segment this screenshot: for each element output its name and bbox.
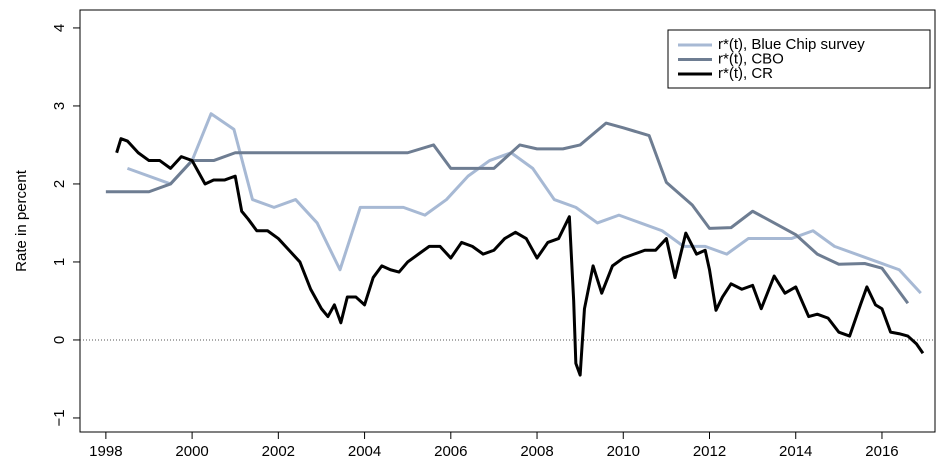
series-line: [126, 112, 922, 295]
x-tick-label: 2000: [175, 443, 208, 460]
y-axis-label: Rate in percent: [13, 169, 30, 272]
legend-label: r*(t), CR: [718, 65, 773, 82]
legend-label: r*(t), Blue Chip survey: [718, 36, 865, 53]
x-tick-label: 2008: [520, 443, 553, 460]
x-tick-label: 2014: [779, 443, 812, 460]
plot-frame: [79, 9, 936, 433]
x-tick-label: 2016: [865, 443, 898, 460]
x-tick-label: 2012: [693, 443, 726, 460]
x-tick-label: 2002: [262, 443, 295, 460]
y-tick-label: −1: [51, 409, 68, 426]
series-line: [115, 137, 925, 377]
y-tick-label: 0: [51, 336, 68, 344]
y-tick-label: 2: [51, 180, 68, 188]
series-line: [105, 121, 910, 305]
y-tick-label: 1: [51, 258, 68, 266]
legend-label: r*(t), CBO: [718, 50, 784, 67]
x-tick-label: 1998: [89, 443, 122, 460]
x-tick-label: 2010: [607, 443, 640, 460]
x-tick-label: 2004: [348, 443, 381, 460]
y-tick-label: 4: [51, 24, 68, 32]
x-tick-label: 2006: [434, 443, 467, 460]
y-tick-label: 3: [51, 102, 68, 110]
